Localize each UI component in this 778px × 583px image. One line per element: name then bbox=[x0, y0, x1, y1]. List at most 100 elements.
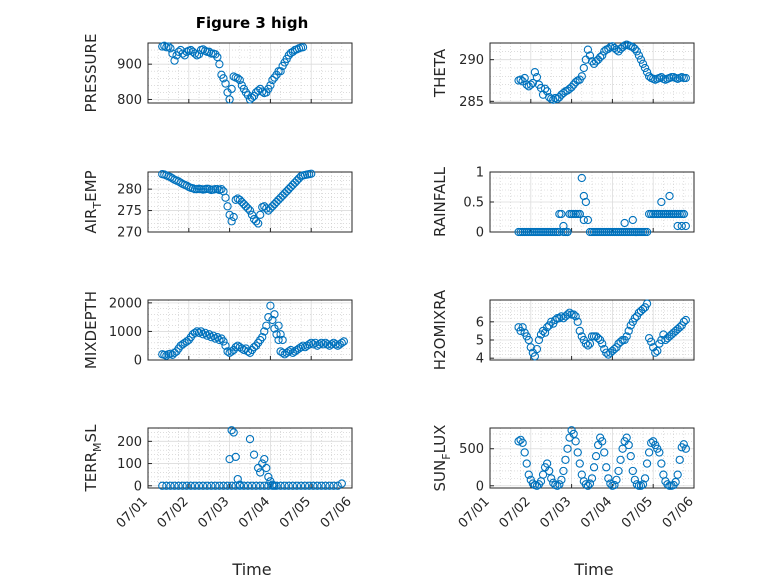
chart-panel-row3-right: 4 5 6 H2OMIXRA bbox=[431, 289, 695, 370]
data-point bbox=[542, 323, 552, 332]
data-point bbox=[245, 434, 255, 444]
data-point bbox=[587, 474, 597, 483]
x-tick-label: 07/05 bbox=[619, 494, 656, 531]
plot-border bbox=[489, 299, 695, 361]
data-point bbox=[530, 352, 540, 361]
data-point bbox=[644, 448, 654, 457]
data-point bbox=[545, 466, 554, 476]
data-point bbox=[256, 210, 265, 220]
data-point bbox=[317, 338, 326, 348]
data-point bbox=[638, 59, 648, 68]
data-point bbox=[231, 342, 240, 352]
data-point bbox=[553, 481, 562, 490]
data-point bbox=[642, 227, 652, 237]
data-point bbox=[538, 470, 548, 479]
data-point bbox=[198, 330, 208, 339]
data-point bbox=[593, 334, 603, 343]
data-point bbox=[581, 339, 591, 348]
data-point bbox=[596, 53, 605, 62]
plot-border bbox=[147, 171, 353, 233]
y-axis-label: H2OMIXRA bbox=[431, 289, 449, 370]
data-point bbox=[227, 217, 236, 226]
data-point bbox=[585, 339, 595, 348]
data-point bbox=[618, 444, 627, 453]
chart-panel-top-right: 285 290 THETA bbox=[431, 40, 695, 110]
x-tick-label: 07/01 bbox=[114, 494, 151, 531]
data-point bbox=[337, 338, 346, 348]
plot-border bbox=[147, 427, 353, 489]
y-tick-label: 0.5 bbox=[463, 196, 484, 211]
data-point bbox=[547, 317, 556, 326]
data-point bbox=[557, 209, 566, 219]
data-point bbox=[162, 351, 171, 360]
data-point bbox=[616, 337, 625, 346]
data-point bbox=[540, 328, 550, 337]
data-point bbox=[516, 75, 525, 84]
data-point bbox=[642, 299, 652, 308]
data-point bbox=[575, 326, 584, 336]
data-point bbox=[327, 340, 336, 349]
data-point bbox=[268, 315, 277, 325]
data-point bbox=[528, 479, 537, 488]
data-point bbox=[278, 335, 287, 345]
data-point bbox=[565, 308, 574, 317]
data-point bbox=[532, 344, 542, 354]
data-point bbox=[657, 197, 666, 207]
data-point bbox=[602, 463, 611, 472]
data-point bbox=[530, 68, 540, 77]
y-axis-label: TERRMSL bbox=[82, 424, 104, 493]
data-point bbox=[260, 454, 269, 464]
data-point bbox=[162, 481, 171, 490]
y-tick-label: 285 bbox=[459, 95, 484, 110]
y-tick-label: 0 bbox=[476, 479, 484, 494]
data-point bbox=[561, 455, 570, 465]
data-point bbox=[249, 450, 259, 459]
data-point bbox=[616, 455, 625, 465]
data-point bbox=[628, 215, 637, 225]
data-point bbox=[657, 335, 666, 345]
data-point bbox=[274, 335, 283, 345]
data-point bbox=[247, 481, 257, 490]
data-point bbox=[555, 480, 564, 489]
data-point bbox=[211, 334, 220, 343]
data-point bbox=[186, 481, 195, 490]
data-point bbox=[598, 51, 607, 60]
data-point bbox=[638, 480, 648, 489]
data-point bbox=[632, 47, 642, 56]
plot-border bbox=[489, 427, 695, 489]
data-point bbox=[681, 444, 690, 453]
data-point bbox=[585, 51, 595, 60]
data-point bbox=[166, 44, 175, 53]
data-point bbox=[233, 74, 242, 83]
y-tick-label: 270 bbox=[117, 226, 142, 241]
data-point bbox=[532, 73, 542, 82]
data-point bbox=[260, 481, 269, 490]
y-axis-label: RAINFALL bbox=[431, 166, 449, 237]
data-point bbox=[221, 79, 230, 88]
data-point bbox=[256, 468, 265, 477]
data-point bbox=[190, 481, 200, 490]
data-point bbox=[579, 215, 588, 225]
data-point bbox=[164, 42, 173, 51]
y-tick-label: 2000 bbox=[109, 296, 142, 311]
x-axis-label-left: Time bbox=[231, 560, 271, 579]
x-tick-label: 07/06 bbox=[318, 494, 355, 531]
data-point bbox=[268, 480, 277, 489]
data-point bbox=[551, 315, 560, 325]
data-point bbox=[514, 437, 523, 446]
data-point bbox=[313, 481, 322, 490]
data-point bbox=[227, 84, 236, 94]
data-point bbox=[296, 481, 306, 490]
data-point bbox=[591, 451, 601, 461]
data-point bbox=[679, 317, 688, 326]
chart-panel-bottom-left: 0 100 200 07/01 07/02 07/03 07/04 07/05 07/06 TER… bbox=[82, 424, 355, 531]
data-point bbox=[211, 481, 220, 490]
panels-group: 800 900 PRESSURE 285 290 THETA 270 275 280 AIRTEM… bbox=[82, 34, 697, 532]
data-point bbox=[653, 346, 662, 356]
data-point bbox=[262, 321, 271, 330]
data-point bbox=[247, 93, 257, 102]
data-point bbox=[243, 347, 253, 356]
data-point bbox=[571, 437, 580, 446]
data-point bbox=[329, 481, 338, 490]
